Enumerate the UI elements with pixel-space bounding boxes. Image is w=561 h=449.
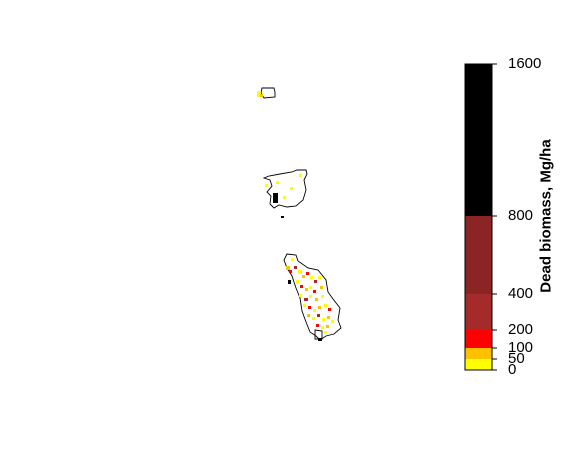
biomass-pixel — [304, 298, 308, 301]
legend-tick-label-100: 100 — [508, 339, 534, 356]
biomass-pixel — [313, 290, 316, 293]
biomass-pixel — [302, 275, 305, 278]
biomass-pixel — [317, 314, 320, 317]
solid-features — [273, 193, 322, 341]
biomass-pixel — [286, 266, 290, 270]
legend-class-800-1600 — [465, 64, 492, 216]
biomass-pixel — [328, 308, 331, 311]
biomass-pixel — [305, 288, 308, 291]
legend-tick-label-200: 200 — [508, 321, 534, 338]
legend-class-200-400 — [465, 294, 492, 330]
legend-tick-label-800: 800 — [508, 207, 534, 224]
biomass-pixel — [307, 314, 310, 317]
biomass-pixel — [283, 196, 286, 199]
legend-tick-label-1600: 1600 — [508, 55, 542, 72]
dark-patch — [273, 193, 278, 203]
south-island-outline — [283, 253, 342, 341]
biomass-pixel — [276, 181, 279, 184]
biomass-pixel — [326, 325, 329, 328]
dark-patch — [288, 280, 291, 284]
biomass-pixel — [291, 258, 294, 261]
biomass-pixel — [265, 184, 268, 187]
biomass-pixel — [327, 316, 330, 319]
biomass-pixel — [318, 276, 321, 279]
legend-class-100-200 — [465, 330, 492, 348]
biomass-pixel — [309, 295, 312, 298]
biomass-pixel — [296, 280, 299, 284]
biomass-pixel — [324, 304, 327, 307]
biomass-pixel — [324, 331, 327, 334]
middle-island-outline — [262, 169, 308, 209]
biomass-pixel — [312, 317, 315, 320]
biomass-pixel — [289, 270, 292, 273]
island-outlines — [260, 87, 342, 341]
biomass-pixel — [318, 306, 321, 309]
biomass-pixel — [306, 272, 309, 275]
biomass-pixel — [308, 306, 311, 309]
biomass-pixel — [321, 326, 324, 329]
legend-class-50-100 — [465, 348, 492, 359]
legend-tick-label-0: 0 — [508, 361, 517, 378]
dark-patch — [318, 338, 322, 341]
biomass-pixel — [260, 94, 263, 97]
biomass-pixel — [321, 295, 324, 298]
biomass-pixel — [299, 174, 302, 177]
legend-title: Dead biomass, Mg/ha — [537, 139, 555, 293]
biomass-pixel — [290, 187, 293, 190]
biomass-pixel — [300, 285, 303, 288]
biomass-pixel — [314, 280, 317, 283]
north-islet-outline — [260, 87, 276, 99]
biomass-pixel — [294, 266, 297, 269]
legend-class-0-50 — [465, 359, 492, 370]
biomass-pixel — [315, 298, 318, 301]
biomass-pixel — [320, 286, 323, 289]
legend-frame — [464, 63, 493, 371]
biomass-pixel — [310, 276, 313, 279]
legend-tick-label-50: 50 — [508, 350, 525, 367]
biomass-pixel — [303, 304, 306, 307]
biomass-pixel — [316, 324, 319, 327]
biomass-pixel — [257, 91, 261, 97]
legend-color-bar — [465, 64, 492, 370]
biomass-pixel — [298, 270, 302, 274]
biomass-pixel — [313, 309, 316, 312]
south-islet-outline — [314, 329, 323, 340]
biomass-pixel — [331, 320, 334, 323]
dark-patch — [281, 216, 284, 218]
legend-class-400-800 — [465, 216, 492, 294]
legend-ticks — [492, 63, 497, 371]
biomass-pixel — [322, 318, 325, 321]
biomass-pixels — [257, 91, 334, 334]
legend-tick-label-400: 400 — [508, 285, 534, 302]
biomass-pixel — [309, 286, 312, 289]
biomass-pixel — [299, 294, 302, 297]
